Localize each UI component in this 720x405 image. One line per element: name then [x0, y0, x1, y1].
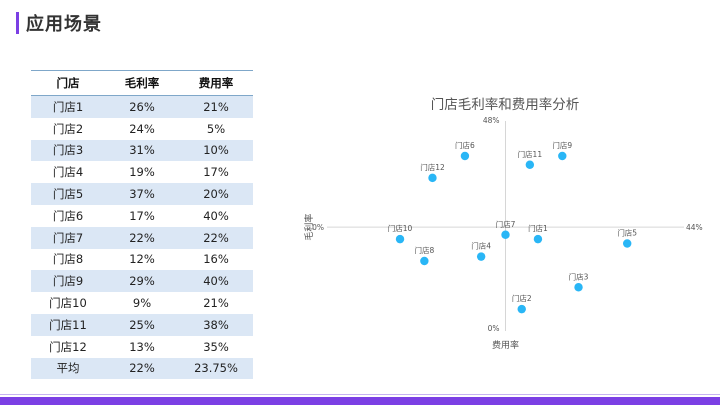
data-point: [558, 151, 567, 161]
table-row: 门店12 13% 35%: [31, 336, 253, 358]
table-row: 门店3 31% 10%: [31, 139, 253, 162]
data-table: 门店 毛利率 费用率 门店1 26% 21% 门店2 24% 5% 门店3 31% 10% 门店4…: [31, 70, 253, 380]
data-point-label: 门店4: [471, 241, 491, 251]
data-point: [476, 252, 486, 261]
data-point: [623, 239, 632, 248]
table-cell-gross-margin: 12%: [129, 252, 155, 267]
table-cell-gross-margin: 24%: [129, 121, 155, 136]
table-row: 门店1 26% 21%: [31, 95, 253, 118]
data-table-container: 门店 毛利率 费用率 门店1 26% 21% 门店2 24% 5% 门店3 31% 10% 门店4…: [31, 70, 253, 380]
table-row: 门店4 19% 17%: [31, 161, 253, 183]
table-cell-store: 门店9: [52, 274, 84, 289]
table-cell-gross-margin: 9%: [132, 296, 152, 311]
page-title: 应用场景: [26, 14, 102, 35]
data-point: [501, 230, 510, 239]
y-tick-label-min: 0%: [488, 324, 500, 333]
table-header-gross-margin: 毛利率: [124, 76, 160, 90]
table-cell-gross-margin: 31%: [129, 143, 155, 158]
table-cell-expense-rate: 20%: [203, 187, 229, 202]
x-tick-label-max: 44%: [686, 223, 703, 232]
data-point: [420, 256, 429, 266]
table-cell-store: 门店7: [52, 230, 84, 245]
data-point-label: 门店7: [496, 219, 516, 229]
data-point: [525, 160, 535, 169]
table-header-expense-rate: 费用率: [198, 76, 234, 90]
table-cell-average-label: 平均: [56, 361, 80, 376]
table-cell-gross-margin: 37%: [129, 187, 155, 202]
table-cell-expense-rate: 22%: [203, 230, 229, 245]
table-cell-store: 门店1: [52, 99, 84, 114]
table-cell-store: 门店5: [52, 187, 84, 202]
table-row: 门店11 25% 38%: [31, 313, 253, 336]
table-cell-expense-rate: 35%: [203, 339, 229, 354]
table-cell-gross-margin: 22%: [129, 230, 155, 245]
table-cell-expense-rate: 10%: [203, 143, 229, 158]
footer-line: [0, 394, 720, 395]
data-point-label: 门店12: [420, 162, 445, 172]
table-header-store: 门店: [56, 76, 80, 90]
table-cell-expense-rate: 38%: [203, 317, 229, 332]
table-row: 门店10 9% 21%: [31, 292, 253, 314]
data-point-label: 门店8: [414, 245, 434, 255]
table-row: 门店2 24% 5%: [31, 118, 253, 140]
table-cell-expense-rate: 5%: [206, 121, 226, 136]
data-point: [574, 283, 583, 292]
table-cell-gross-margin: 13%: [129, 339, 155, 354]
table-cell-store: 门店11: [49, 317, 87, 332]
data-point: [428, 173, 437, 183]
chart-title: 门店毛利率和费用率分析: [430, 97, 580, 113]
table-cell-gross-margin: 29%: [129, 274, 155, 289]
data-point-label: 门店9: [552, 140, 572, 150]
table-cell-expense-rate: 21%: [203, 296, 229, 311]
y-axis-title: 毛利率: [303, 214, 315, 241]
table-row: 门店8 12% 16%: [31, 249, 253, 271]
table-cell-average-margin: 22%: [129, 361, 155, 376]
data-point-label: 门店1: [528, 223, 548, 233]
x-axis-title: 费用率: [492, 339, 519, 351]
table-cell-store: 门店8: [52, 252, 84, 267]
data-point-label: 门店5: [617, 228, 637, 238]
data-point-label: 门店6: [455, 140, 475, 150]
table-cell-expense-rate: 40%: [203, 208, 229, 223]
footer-accent-bar: [0, 397, 720, 405]
table-cell-expense-rate: 16%: [203, 252, 229, 267]
table-cell-store: 门店3: [52, 143, 84, 158]
data-point-label: 门店10: [388, 223, 413, 233]
table-row: 门店5 37% 20%: [31, 183, 253, 205]
table-cell-gross-margin: 26%: [129, 99, 155, 114]
data-point-label: 门店2: [512, 293, 532, 303]
table-cell-gross-margin: 19%: [129, 165, 155, 180]
table-cell-store: 门店4: [52, 165, 84, 180]
table-cell-expense-rate: 17%: [203, 165, 229, 180]
x-tick-label-min: 0%: [312, 223, 324, 232]
table-cell-expense-rate: 21%: [203, 99, 229, 114]
table-cell-store: 门店12: [49, 339, 87, 354]
table-row: 门店7 22% 22%: [31, 226, 253, 249]
table-cell-store: 门店10: [49, 296, 87, 311]
data-point: [517, 304, 526, 314]
data-point: [395, 234, 405, 244]
table-cell-store: 门店6: [52, 208, 84, 223]
table-cell-expense-rate: 40%: [203, 274, 229, 289]
table-cell-average-expense: 23.75%: [194, 361, 238, 376]
table-cell-gross-margin: 17%: [129, 208, 155, 223]
table-average-row: 平均 22% 23.75%: [31, 357, 253, 380]
data-point-label: 门店11: [518, 149, 543, 159]
table-row: 门店6 17% 40%: [31, 205, 253, 227]
data-point: [533, 234, 543, 244]
table-row: 门店9 29% 40%: [31, 270, 253, 293]
table-cell-gross-margin: 25%: [129, 317, 155, 332]
data-point-label: 门店3: [569, 271, 589, 281]
table-header-row: 门店 毛利率 费用率: [31, 70, 253, 96]
data-point: [460, 151, 470, 161]
table-cell-store: 门店2: [52, 121, 84, 136]
y-tick-label-max: 48%: [483, 116, 500, 125]
title-accent-bar: [16, 12, 19, 34]
